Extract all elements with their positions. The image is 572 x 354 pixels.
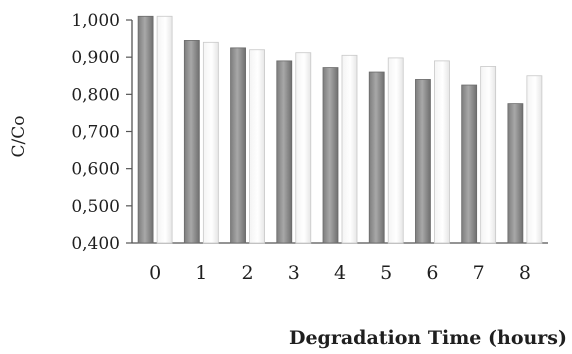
bar-series-1 [322, 67, 339, 244]
x-tick-label: 7 [473, 262, 485, 284]
bar-series-1 [137, 15, 154, 244]
y-tick-label: 0,600 [71, 160, 120, 180]
bar-series-1 [415, 79, 431, 244]
x-tick-label: 3 [288, 262, 300, 284]
x-tick-label: 5 [380, 262, 392, 284]
bar-series-1 [461, 84, 478, 244]
bar-series-2 [480, 66, 497, 244]
bar-series-2 [387, 57, 404, 244]
y-tick-label: 0,800 [71, 85, 120, 105]
bars [137, 15, 543, 244]
bar-series-1 [183, 40, 200, 244]
x-tick-label: 1 [195, 262, 207, 284]
bar-series-1 [276, 60, 293, 244]
bar-series-1 [507, 103, 524, 244]
bar-series-1 [230, 47, 246, 244]
y-tick-label: 0,500 [71, 197, 120, 217]
bar-series-1 [368, 71, 385, 244]
y-tick-label: 0,900 [71, 48, 120, 68]
bar-series-2 [156, 15, 173, 244]
x-axis: 0 1 2 3 4 5 6 7 8 [132, 242, 548, 284]
bar-series-2 [295, 52, 312, 244]
bar-series-2 [341, 54, 358, 244]
x-axis-label: Degradation Time (hours) [289, 327, 567, 349]
y-axis-label: C/Co [9, 116, 29, 158]
x-tick-label: 8 [519, 262, 531, 284]
y-tick-label: 1,000 [71, 11, 120, 31]
x-tick-label: 0 [149, 262, 161, 284]
bar-series-2 [526, 75, 543, 244]
bar-series-2 [434, 60, 450, 244]
bar-series-2 [202, 41, 219, 244]
y-tick-label: 0,700 [71, 123, 120, 143]
y-axis: 1,000 0,900 0,800 0,700 0,600 0,500 0,400 [71, 11, 133, 254]
x-tick-label: 6 [426, 262, 438, 284]
bar-series-2 [249, 49, 265, 244]
x-tick-label: 4 [334, 262, 346, 284]
x-tick-label: 2 [242, 262, 254, 284]
y-tick-label: 0,400 [71, 234, 120, 254]
